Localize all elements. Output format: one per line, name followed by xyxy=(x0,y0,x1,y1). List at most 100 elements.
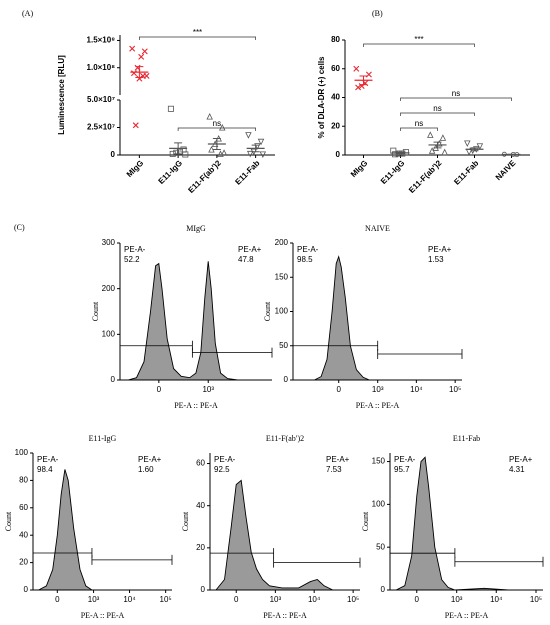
y-tick-label: 20 xyxy=(19,558,28,567)
x-tick-label: 0 xyxy=(336,385,341,394)
y-tick-label: 0 xyxy=(201,585,206,594)
y-axis-label: Count xyxy=(263,301,272,321)
data-point xyxy=(167,105,174,112)
y-tick-label: 60 xyxy=(196,459,205,468)
x-tick-label: MIgG xyxy=(125,159,146,180)
data-point xyxy=(392,151,399,158)
data-point xyxy=(355,84,362,91)
x-tick-label: 10³ xyxy=(202,385,214,394)
significance-label: ns xyxy=(415,119,423,128)
data-point xyxy=(206,113,213,120)
y-tick-label: 40 xyxy=(331,93,340,102)
x-tick-label: E11-Fab xyxy=(233,158,261,186)
error-bar xyxy=(359,75,368,86)
data-point xyxy=(439,134,447,141)
y-tick-label: 0 xyxy=(111,150,116,159)
histogram-curve xyxy=(127,261,238,381)
y-tick-label: 150 xyxy=(275,272,289,281)
y-tick-label: 0 xyxy=(24,585,29,594)
y-tick-label: 80 xyxy=(19,476,28,485)
x-tick-label: E11-IgG xyxy=(379,159,406,186)
x-tick-label: 10⁴ xyxy=(490,595,503,604)
gate xyxy=(91,554,173,565)
data-point xyxy=(217,150,224,157)
y-tick-label: 200 xyxy=(275,238,289,247)
y-axis-label: Count xyxy=(91,301,100,321)
histogram-curve xyxy=(38,469,94,591)
significance-label: *** xyxy=(193,28,202,37)
x-axis-label: PE-A :: PE-A xyxy=(356,401,400,410)
x-tick-label: 10⁵ xyxy=(449,385,461,394)
gate-name: PE-A- xyxy=(214,455,236,464)
y-tick-label: 60 xyxy=(19,503,28,512)
data-point xyxy=(353,65,360,72)
x-tick-label: NAIVE xyxy=(494,158,518,182)
gate xyxy=(191,347,273,358)
x-tick-label: E11-Fab xyxy=(452,158,480,186)
data-point xyxy=(132,122,139,129)
data-point xyxy=(257,138,265,146)
error-bar xyxy=(396,151,405,155)
significance-label: ns xyxy=(213,119,221,128)
x-tick-label: 10³ xyxy=(270,595,282,604)
y-tick-label: 1.5×10⁸ xyxy=(87,36,116,45)
gate-percent: 98.4 xyxy=(37,465,53,474)
data-point xyxy=(428,147,436,154)
data-point xyxy=(182,151,189,158)
gate xyxy=(209,548,275,559)
y-tick-label: 1.0×10⁸ xyxy=(87,63,116,72)
gate-name: PE-A- xyxy=(394,455,416,464)
x-tick-label: 0 xyxy=(234,595,239,604)
y-tick-label: 40 xyxy=(19,530,28,539)
x-tick-label: 10⁴ xyxy=(308,595,321,604)
data-point xyxy=(245,132,252,139)
data-point xyxy=(129,45,136,52)
y-tick-label: 40 xyxy=(196,501,205,510)
data-point xyxy=(441,148,448,156)
data-point xyxy=(138,53,145,60)
significance-bracket xyxy=(177,127,256,131)
error-bar xyxy=(251,144,260,153)
gate-percent: 92.5 xyxy=(214,465,230,474)
gate-percent: 7.53 xyxy=(326,465,342,474)
x-tick-label: 10³ xyxy=(372,385,384,394)
gate xyxy=(389,548,456,559)
y-tick-label: 100 xyxy=(372,499,386,508)
panel-label: (A) xyxy=(22,9,33,18)
y-tick-label: 0 xyxy=(336,150,341,159)
gate-name: PE-A+ xyxy=(509,455,533,464)
y-tick-label: 0 xyxy=(111,375,116,384)
chart-title: NAIVE xyxy=(365,224,390,233)
gate-name: PE-A- xyxy=(297,245,319,254)
gate-percent: 47.8 xyxy=(238,255,254,264)
x-axis-label: PE-A :: PE-A xyxy=(81,611,125,620)
x-tick-label: E11-F(ab')2 xyxy=(186,158,223,195)
gate xyxy=(377,348,463,359)
panel-label: (B) xyxy=(372,9,383,18)
gate-percent: 1.60 xyxy=(138,465,154,474)
gate-percent: 98.5 xyxy=(297,255,313,264)
data-point xyxy=(259,151,267,158)
y-tick-label: 20 xyxy=(331,121,340,130)
y-tick-label: 2.5×10⁷ xyxy=(87,123,115,132)
data-point xyxy=(464,140,471,147)
gate-name: PE-A- xyxy=(124,245,146,254)
significance-label: ns xyxy=(433,104,441,113)
x-tick-label: 10³ xyxy=(451,595,463,604)
chart-title: MIgG xyxy=(186,224,206,233)
histogram-curve xyxy=(395,456,509,591)
x-tick-label: 0 xyxy=(55,595,60,604)
error-bar xyxy=(174,142,183,155)
significance-label: ns xyxy=(452,89,460,98)
x-tick-label: 10³ xyxy=(88,595,100,604)
significance-bracket xyxy=(363,43,475,47)
y-axis-label: Luminescence [RLU] xyxy=(57,55,66,135)
data-point xyxy=(141,48,148,55)
histogram-curve xyxy=(215,479,333,591)
error-bar xyxy=(212,138,221,150)
gate-name: PE-A- xyxy=(37,455,59,464)
data-point xyxy=(136,75,143,82)
x-axis-label: PE-A :: PE-A xyxy=(174,401,218,410)
x-axis-label: PE-A :: PE-A xyxy=(263,611,307,620)
y-tick-label: 100 xyxy=(15,448,29,457)
